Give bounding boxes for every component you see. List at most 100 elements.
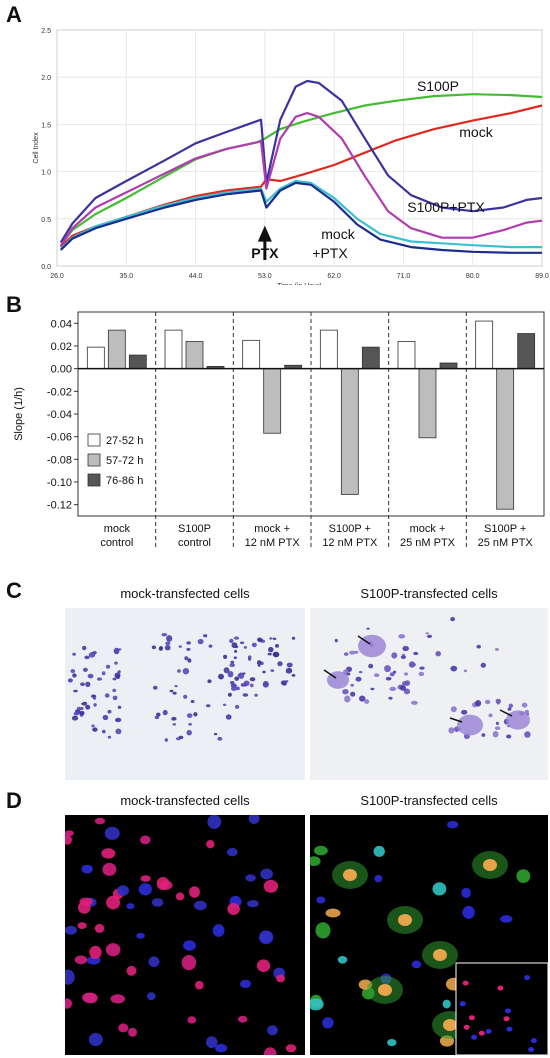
- cell: [276, 974, 285, 983]
- inset-cell: [505, 1008, 511, 1014]
- cell: [358, 670, 363, 674]
- category-label: mock +: [254, 523, 290, 535]
- cell: [243, 680, 250, 686]
- cell: [264, 1047, 277, 1055]
- cell: [359, 695, 366, 702]
- cell: [186, 641, 191, 645]
- cell: [370, 687, 375, 691]
- ptx-label: PTX: [251, 245, 279, 261]
- bar: [107, 329, 126, 370]
- cell: [481, 733, 486, 737]
- cell: [181, 955, 197, 971]
- cell: [442, 999, 451, 1009]
- series-line-6: [60, 181, 542, 254]
- cell: [112, 688, 117, 693]
- cell: [94, 817, 105, 825]
- cell: [126, 965, 137, 976]
- cell: [118, 1023, 129, 1033]
- inset-cell: [503, 1016, 510, 1022]
- x-tick-label: 53.0: [258, 273, 272, 280]
- cell: [240, 979, 251, 989]
- legend-label: 27-52 h: [106, 435, 143, 447]
- bar: [418, 368, 437, 439]
- cell: [81, 864, 93, 874]
- cell: [233, 656, 237, 659]
- cell: [88, 652, 96, 658]
- cell: [70, 669, 76, 674]
- bar: [86, 346, 105, 370]
- inset-cell: [471, 1034, 478, 1040]
- y-tick-label: 0.00: [51, 364, 72, 376]
- bar: [164, 329, 183, 370]
- cell: [269, 637, 273, 640]
- panel-c-left-title: mock-transfected cells: [120, 586, 250, 601]
- cell: [115, 717, 122, 723]
- bar: [263, 368, 282, 434]
- category-label: S100P +: [484, 523, 526, 535]
- cell: [138, 883, 152, 896]
- legend-label: 76-86 h: [106, 475, 143, 487]
- cell: [89, 945, 102, 959]
- cell: [217, 736, 223, 741]
- cell: [183, 694, 188, 699]
- cell: [310, 856, 321, 867]
- cell: [107, 709, 112, 714]
- series-label: +PTX: [312, 245, 348, 261]
- plot-area: [56, 29, 543, 267]
- cell: [355, 676, 362, 682]
- cell: [229, 638, 234, 643]
- cell: [230, 660, 235, 664]
- cell: [187, 658, 192, 663]
- cell: [207, 679, 212, 684]
- cell: [337, 956, 348, 964]
- cell: [238, 1015, 248, 1023]
- series-line-4: [59, 112, 543, 247]
- cell: [215, 1043, 228, 1053]
- cell: [169, 689, 174, 693]
- cell: [94, 923, 105, 933]
- panel-d-right-title: S100P-transfected cells: [360, 793, 498, 808]
- cell: [65, 969, 75, 985]
- panel-d-left-title: mock-transfected cells: [120, 793, 250, 808]
- cell: [349, 650, 356, 655]
- cell: [249, 677, 256, 682]
- cell: [164, 738, 168, 742]
- cell: [107, 735, 112, 739]
- cell: [172, 723, 177, 726]
- cell: [65, 925, 77, 935]
- cell: [256, 959, 271, 972]
- y-tick-label: 0.0: [41, 264, 51, 271]
- cell: [277, 661, 283, 667]
- cell: [84, 655, 90, 660]
- cell: [178, 645, 182, 648]
- x-tick-label: 62.0: [327, 273, 341, 280]
- nucleus: [433, 949, 447, 961]
- large-cell: [457, 714, 483, 736]
- cell: [65, 834, 72, 845]
- cell: [400, 655, 406, 659]
- cell: [88, 1032, 103, 1047]
- cell: [71, 715, 79, 721]
- cell: [231, 642, 238, 649]
- cell: [286, 671, 290, 674]
- cell: [316, 896, 326, 904]
- cell: [117, 885, 129, 896]
- y-tick-label: -0.08: [47, 454, 72, 466]
- category-label: mock: [104, 523, 131, 535]
- panel-label-b: B: [6, 292, 22, 317]
- inset-cell: [459, 1001, 466, 1007]
- cell: [96, 677, 103, 681]
- nucleus: [343, 869, 357, 881]
- cell: [79, 710, 85, 716]
- bar: [185, 341, 204, 370]
- cell: [212, 924, 225, 937]
- category-label: S100P +: [329, 523, 371, 535]
- cell: [485, 699, 491, 705]
- cell: [285, 1044, 297, 1053]
- x-axis-label: Time (in Hour): [277, 283, 321, 285]
- cell: [291, 674, 296, 677]
- cell: [411, 700, 418, 705]
- y-tick-label: 2.0: [41, 75, 51, 82]
- series-line-5: [60, 179, 542, 250]
- cell: [237, 673, 241, 677]
